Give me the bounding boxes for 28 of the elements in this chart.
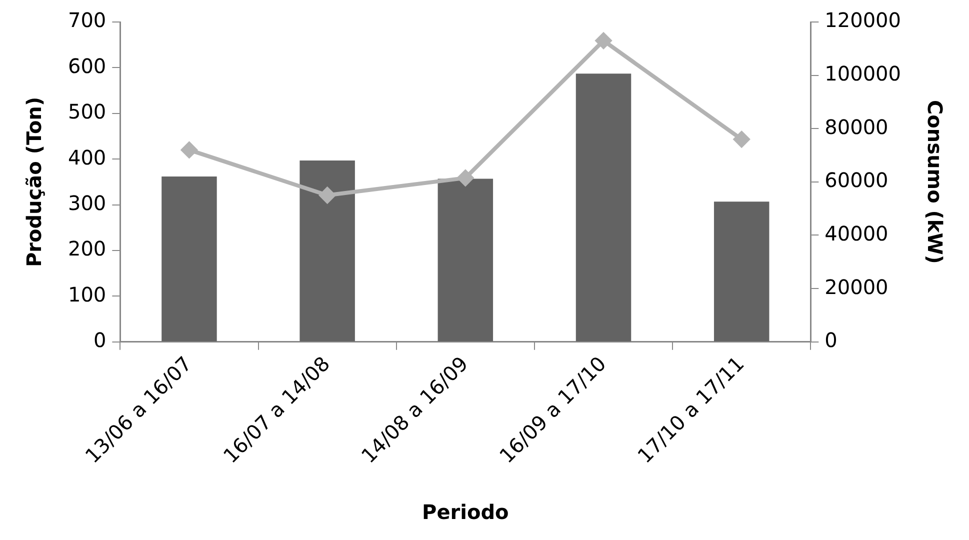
x-axis-title: Periodo <box>422 500 509 524</box>
point <box>734 131 750 148</box>
y-tick-label: 200 <box>68 236 106 261</box>
y-tick-label: 0 <box>93 328 106 352</box>
y-tick-label: 400 <box>68 145 106 170</box>
y-axis-title: Produção (Ton) <box>22 96 46 267</box>
point <box>596 32 612 49</box>
y2-axis-title: Consumo (kW) <box>922 100 947 264</box>
bar <box>162 176 217 342</box>
y-tick-label: 600 <box>68 54 106 78</box>
y2-tick-label: 0 <box>824 328 838 352</box>
y-tick-label: 100 <box>68 282 106 306</box>
y-tick-label: 300 <box>68 190 106 215</box>
bar <box>576 74 632 342</box>
point <box>181 142 198 158</box>
bar <box>300 160 355 342</box>
bar <box>438 178 494 342</box>
bar <box>714 202 770 342</box>
y2-tick-label: 20000 <box>824 274 888 299</box>
point <box>457 170 474 186</box>
point <box>319 187 336 204</box>
y-tick-label: 700 <box>68 8 106 32</box>
y2-tick-label: 60000 <box>824 168 888 192</box>
y2-tick-label: 100000 <box>824 62 902 86</box>
y2-tick-label: 40000 <box>824 221 888 246</box>
y-tick-label: 500 <box>68 100 106 124</box>
y2-tick-label: 120000 <box>824 8 902 32</box>
y2-tick-label: 80000 <box>824 114 888 139</box>
